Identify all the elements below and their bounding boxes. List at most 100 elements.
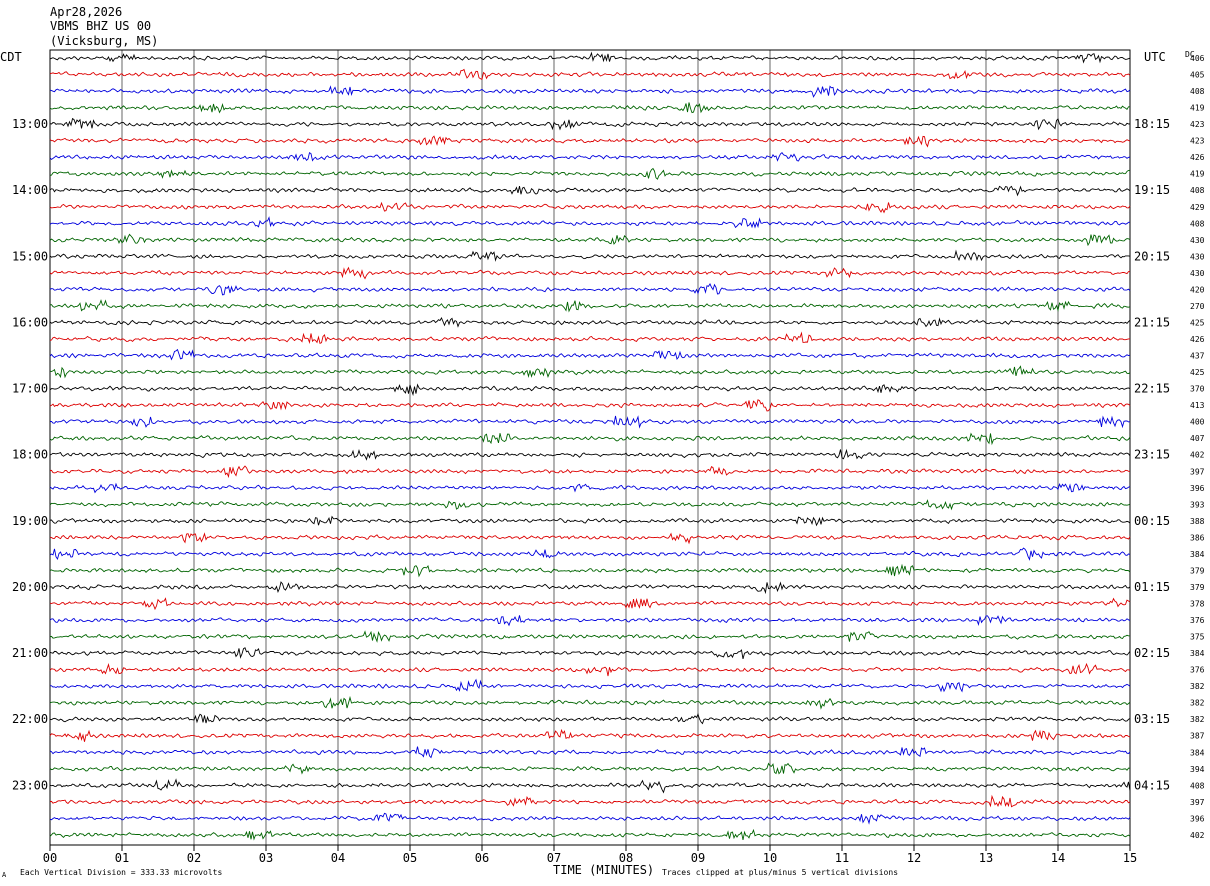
trace-line	[49, 331, 1130, 345]
trace-line	[49, 712, 1131, 725]
x-tick-label: 12	[907, 851, 921, 865]
trace-line	[49, 465, 1130, 479]
trace-line	[49, 167, 1131, 180]
trace-line	[49, 432, 1131, 446]
traces	[49, 51, 1131, 841]
utc-hour-label: 18:15	[1134, 117, 1170, 131]
dc-offset-label: 384	[1190, 748, 1205, 757]
trace-line	[49, 563, 1131, 578]
trace-line	[49, 499, 1131, 511]
dc-offset-label: 420	[1190, 285, 1205, 294]
trace-line	[49, 678, 1131, 693]
x-tick-label: 04	[331, 851, 345, 865]
x-tick-label: 13	[979, 851, 993, 865]
trace-line	[49, 68, 1131, 81]
x-tick-label: 01	[115, 851, 129, 865]
dc-offset-label: 426	[1190, 335, 1205, 344]
dc-offset-label: 370	[1190, 385, 1205, 394]
trace-line	[49, 299, 1131, 313]
axis-labels: CDT UTC DC TIME (MINUTES) Each Vertical …	[0, 50, 1205, 879]
trace-line	[49, 365, 1131, 379]
dc-offset-label: 387	[1190, 732, 1205, 741]
utc-hour-label: 19:15	[1134, 183, 1170, 197]
dc-offset-label: 382	[1190, 699, 1205, 708]
dc-offset-label: 430	[1190, 252, 1205, 261]
cdt-hour-label: 17:00	[12, 382, 48, 396]
dc-offset-label: 406	[1190, 54, 1205, 63]
trace-line	[49, 348, 1131, 361]
cdt-hour-label: 14:00	[12, 183, 48, 197]
trace-line	[49, 812, 1131, 825]
trace-line	[50, 581, 1131, 595]
dc-label: DC	[1185, 50, 1195, 59]
trace-line	[49, 828, 1131, 841]
x-tick-label: 10	[763, 851, 777, 865]
dc-offset-label: 429	[1190, 203, 1205, 212]
dc-offset-label: 402	[1190, 451, 1205, 460]
dc-offset-label: 430	[1190, 269, 1205, 278]
dc-offset-label: 379	[1190, 566, 1205, 575]
trace-line	[49, 778, 1131, 794]
dc-offset-label: 378	[1190, 599, 1205, 608]
dc-offset-label: 376	[1190, 616, 1205, 625]
trace-line	[49, 547, 1131, 561]
trace-line	[49, 794, 1131, 808]
dc-offset-label: 425	[1190, 318, 1205, 327]
dc-offset-label: 388	[1190, 517, 1205, 526]
x-axis-title: TIME (MINUTES)	[553, 863, 654, 877]
dc-offset-label: 384	[1190, 550, 1205, 559]
dc-offset-label: 384	[1190, 649, 1205, 658]
corner-mark: A	[2, 871, 7, 879]
x-tick-label: 14	[1051, 851, 1065, 865]
x-tick-label: 09	[691, 851, 705, 865]
trace-line	[49, 151, 1131, 162]
trace-line	[49, 135, 1131, 148]
trace-line	[49, 630, 1131, 643]
trace-line	[49, 597, 1131, 611]
utc-hour-label: 00:15	[1134, 514, 1170, 528]
dc-offset-label: 408	[1190, 781, 1205, 790]
dc-offset-label: 396	[1190, 484, 1205, 493]
cdt-hour-label: 21:00	[12, 646, 48, 660]
cdt-hour-label: 20:00	[12, 580, 48, 594]
trace-line	[49, 762, 1131, 775]
right-timezone-label: UTC	[1144, 50, 1166, 64]
x-tick-label: 08	[619, 851, 633, 865]
dc-offset-label: 402	[1190, 831, 1205, 840]
x-tick-label: 05	[403, 851, 417, 865]
trace-line	[49, 615, 1131, 627]
trace-line	[49, 85, 1131, 98]
trace-line	[49, 282, 1131, 296]
trace-line	[50, 415, 1131, 429]
utc-hour-label: 03:15	[1134, 712, 1170, 726]
grid-lines	[49, 49, 1131, 851]
dc-offset-label: 407	[1190, 434, 1205, 443]
dc-offset-label: 379	[1190, 583, 1205, 592]
trace-line	[49, 266, 1131, 280]
trace-line	[49, 662, 1131, 677]
dc-offset-label: 423	[1190, 137, 1205, 146]
cdt-hour-label: 23:00	[12, 778, 48, 792]
cdt-hour-label: 15:00	[12, 249, 48, 263]
trace-line	[49, 695, 1131, 710]
dc-offset-label: 408	[1190, 219, 1205, 228]
cdt-hour-label: 13:00	[12, 117, 48, 131]
dc-offset-label: 419	[1190, 170, 1205, 179]
trace-line	[49, 383, 1131, 397]
trace-line	[49, 233, 1131, 247]
utc-hour-label: 02:15	[1134, 646, 1170, 660]
dc-offset-label: 413	[1190, 401, 1205, 410]
dc-offset-label: 386	[1190, 533, 1205, 542]
header-location: (Vicksburg, MS)	[50, 34, 159, 48]
scale-note: Each Vertical Division = 333.33 microvol…	[20, 868, 222, 877]
utc-hour-label: 21:15	[1134, 315, 1170, 329]
trace-line	[49, 201, 1131, 214]
utc-hour-label: 22:15	[1134, 382, 1170, 396]
left-timezone-label: CDT	[0, 50, 22, 64]
trace-line	[49, 515, 1131, 527]
dc-offset-label: 430	[1190, 236, 1205, 245]
dc-offset-label: 394	[1190, 765, 1205, 774]
trace-line	[49, 117, 1131, 131]
dc-offset-label: 382	[1190, 715, 1205, 724]
